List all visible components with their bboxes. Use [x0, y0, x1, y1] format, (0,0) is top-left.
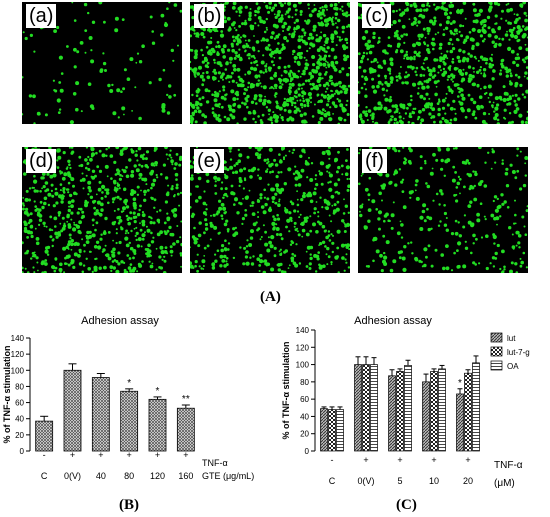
micrograph-label: (e) — [194, 149, 225, 173]
legend-swatch — [490, 346, 503, 357]
y-tick-label: 100 — [296, 361, 310, 370]
bar-lut-7-g — [430, 371, 438, 452]
micrograph-panel: (b) — [190, 2, 350, 124]
bar-OA — [438, 368, 446, 452]
treatment-sign: + — [363, 455, 368, 465]
bar — [176, 407, 195, 452]
bar — [91, 377, 110, 452]
micrograph-panel: (f) — [358, 147, 528, 273]
micrograph-panel: (c) — [358, 2, 528, 124]
micrograph-label: (c) — [362, 4, 392, 28]
y-tick-label: 60 — [300, 395, 309, 404]
unit-label: (μM) — [494, 478, 515, 489]
x-tick-label: C — [41, 471, 48, 481]
bar-lut-7-g — [362, 364, 370, 452]
micrograph-panel: (a) — [22, 2, 182, 124]
treatment-sign: + — [98, 450, 103, 460]
micrograph-panel: (d) — [22, 147, 182, 273]
treatment-sign: + — [127, 450, 132, 460]
x-tick-label: 0(V) — [64, 471, 81, 481]
x-tick-label: 80 — [124, 471, 134, 481]
cell-dots — [190, 2, 350, 124]
treatment-label: TNF-α — [202, 458, 228, 468]
treatment-sign: + — [431, 455, 436, 465]
y-tick-label: 120 — [296, 343, 310, 352]
y-tick-label: 20 — [15, 431, 24, 440]
cell-dots — [22, 147, 182, 273]
chart-c: Adhesion assay % of TNF-α stimulation 0 20 4… — [281, 315, 530, 489]
chart-b: Adhesion assay % of TNF-α stimulation 0 20 4… — [2, 315, 254, 481]
y-axis-label: % of TNF-α stimulation — [281, 341, 291, 439]
x-tick-label: 0(V) — [357, 476, 374, 486]
treatment-sign: + — [465, 455, 470, 465]
legend-entry: OA — [507, 362, 519, 371]
bar-OA — [336, 409, 344, 452]
bar-OA — [472, 362, 480, 452]
chart-title: Adhesion assay — [354, 315, 432, 327]
x-tick-label: 10 — [429, 476, 439, 486]
micrograph-label: (b) — [194, 4, 225, 28]
legend-swatch — [490, 360, 503, 371]
treatment-sign: + — [183, 450, 188, 460]
caption-a: (A) — [260, 289, 281, 305]
cell-dots — [358, 147, 528, 273]
bar — [120, 390, 139, 452]
legend-swatch — [490, 332, 503, 343]
treatment-sign: + — [70, 450, 75, 460]
y-tick-label: 140 — [296, 326, 310, 335]
y-tick-label: 0 — [305, 447, 310, 456]
bar-OA — [404, 365, 412, 452]
significance-mark: * — [458, 378, 462, 389]
treatment-sign: - — [331, 455, 334, 465]
bar — [63, 369, 82, 452]
unit-label: GTE (μg/mL) — [202, 471, 254, 481]
significance-mark: * — [156, 386, 160, 397]
micrograph-label: (a) — [26, 4, 57, 28]
bar-lut — [354, 364, 362, 452]
caption-c: (C) — [396, 497, 417, 513]
x-tick-label: 160 — [178, 471, 193, 481]
cell-dots — [190, 147, 350, 273]
y-tick-label: 80 — [300, 378, 309, 387]
micrograph-panel: (e) — [190, 147, 350, 273]
bar-lut — [422, 381, 430, 452]
y-tick-label: 140 — [11, 334, 25, 343]
bar-lut-7-g — [464, 372, 472, 452]
legend-entry: lut — [507, 334, 516, 343]
treatment-label: TNF-α — [494, 460, 523, 471]
treatment-sign: - — [43, 450, 46, 460]
significance-mark: * — [127, 378, 131, 389]
y-axis-label: % of TNF-α stimulation — [2, 345, 12, 443]
bar-lut — [388, 375, 396, 452]
y-tick-label: 100 — [11, 366, 25, 375]
bar-OA — [370, 364, 378, 452]
y-tick-label: 60 — [15, 399, 24, 408]
bar — [35, 420, 54, 452]
caption-b: (B) — [119, 497, 139, 513]
legend-entry: lut-7-g — [507, 348, 530, 357]
bar-lut-7-g — [328, 409, 336, 452]
y-tick-label: 20 — [300, 430, 309, 439]
y-tick-label: 40 — [300, 412, 309, 421]
bar-lut — [320, 408, 328, 452]
significance-mark: ** — [182, 394, 190, 405]
micrograph-label: (f) — [362, 149, 387, 173]
treatment-sign: + — [397, 455, 402, 465]
micrograph-label: (d) — [26, 149, 57, 173]
x-tick-label: 5 — [397, 476, 402, 486]
y-tick-label: 80 — [15, 382, 24, 391]
y-tick-label: 40 — [15, 415, 24, 424]
x-tick-label: 40 — [96, 471, 106, 481]
chart-title: Adhesion assay — [81, 315, 159, 327]
x-tick-label: 120 — [150, 471, 165, 481]
y-tick-label: 120 — [11, 350, 25, 359]
y-tick-label: 0 — [20, 447, 25, 456]
x-tick-label: 20 — [463, 476, 473, 486]
bar-lut-7-g — [396, 371, 404, 452]
bar-lut — [456, 393, 464, 452]
x-tick-label: C — [329, 476, 336, 486]
treatment-sign: + — [155, 450, 160, 460]
bar — [148, 398, 167, 452]
